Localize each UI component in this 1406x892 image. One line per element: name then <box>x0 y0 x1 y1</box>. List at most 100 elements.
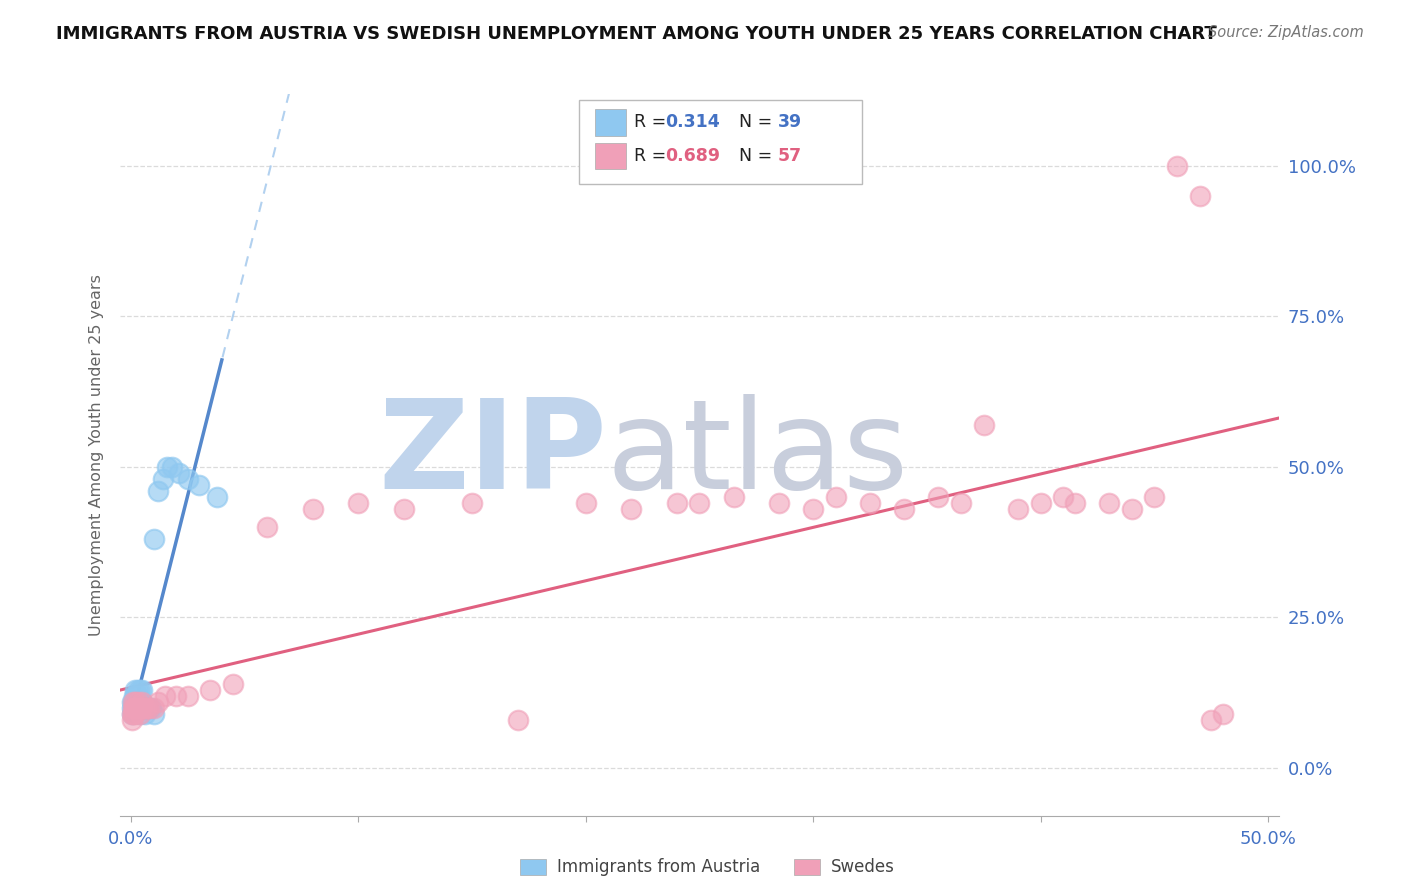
Point <box>124 689 146 703</box>
Point <box>141 701 163 715</box>
Point <box>121 706 143 721</box>
Point <box>689 496 711 510</box>
Point <box>950 496 973 510</box>
Point <box>146 695 169 709</box>
Point <box>927 490 949 504</box>
Point <box>138 701 160 715</box>
Point <box>177 472 200 486</box>
Point <box>121 706 143 721</box>
Point <box>121 701 143 715</box>
Point <box>129 706 152 721</box>
Point <box>122 701 145 715</box>
Point <box>127 695 149 709</box>
Point <box>127 701 149 715</box>
Point <box>1166 159 1188 173</box>
Point <box>127 701 149 715</box>
Point <box>620 502 643 516</box>
Point <box>124 695 146 709</box>
Point <box>1052 490 1074 504</box>
Point <box>121 695 143 709</box>
Point <box>134 706 156 721</box>
Point <box>188 478 211 492</box>
Point <box>127 701 149 715</box>
Point <box>801 502 824 516</box>
Point <box>825 490 848 504</box>
Text: 39: 39 <box>778 113 801 131</box>
Point <box>1007 502 1029 516</box>
Point <box>1143 490 1166 504</box>
Point <box>1029 496 1052 510</box>
Text: ZIP: ZIP <box>378 394 607 516</box>
Point <box>1199 713 1222 727</box>
Point <box>131 701 153 715</box>
Text: Swedes: Swedes <box>831 858 894 876</box>
Point <box>142 701 165 715</box>
Point <box>222 676 245 690</box>
Point <box>1212 706 1234 721</box>
Text: 57: 57 <box>778 147 801 165</box>
Point <box>124 701 146 715</box>
Point <box>1121 502 1143 516</box>
Text: N =: N = <box>728 147 778 165</box>
Text: Immigrants from Austria: Immigrants from Austria <box>557 858 761 876</box>
Point <box>893 502 915 516</box>
Point <box>127 695 149 709</box>
Point <box>131 701 153 715</box>
Point <box>135 701 157 715</box>
Point <box>256 520 278 534</box>
Point <box>506 713 529 727</box>
Point <box>129 706 152 721</box>
Point <box>127 689 149 703</box>
Point <box>973 417 995 432</box>
Point <box>124 682 146 697</box>
Point <box>129 695 152 709</box>
Point <box>124 701 146 715</box>
Text: R =: R = <box>634 147 672 165</box>
Point <box>122 695 145 709</box>
Point <box>723 490 745 504</box>
Text: 0.689: 0.689 <box>665 147 720 165</box>
Point <box>121 713 143 727</box>
Point <box>1188 189 1211 203</box>
Text: R =: R = <box>634 113 672 131</box>
Point <box>129 701 152 715</box>
Point <box>124 701 146 715</box>
Point <box>129 701 152 715</box>
Point <box>142 706 165 721</box>
Point <box>156 460 179 475</box>
Point <box>122 695 145 709</box>
Point <box>160 460 183 475</box>
Point <box>665 496 688 510</box>
Point <box>859 496 882 510</box>
Point <box>127 701 149 715</box>
Point <box>135 701 157 715</box>
Point <box>1063 496 1085 510</box>
Point <box>124 701 146 715</box>
Point <box>200 682 222 697</box>
Point <box>131 682 153 697</box>
Point <box>392 502 415 516</box>
Point <box>124 695 146 709</box>
Point <box>347 496 370 510</box>
Point <box>134 701 156 715</box>
Point <box>122 706 145 721</box>
Point <box>134 701 156 715</box>
Point <box>167 466 190 480</box>
Text: N =: N = <box>728 113 778 131</box>
Point <box>1098 496 1121 510</box>
Point <box>165 689 187 703</box>
Text: IMMIGRANTS FROM AUSTRIA VS SWEDISH UNEMPLOYMENT AMONG YOUTH UNDER 25 YEARS CORRE: IMMIGRANTS FROM AUSTRIA VS SWEDISH UNEMP… <box>56 25 1218 43</box>
Point <box>461 496 484 510</box>
Point <box>153 689 176 703</box>
Point <box>131 695 153 709</box>
Point <box>575 496 598 510</box>
Point <box>122 701 145 715</box>
Point <box>142 532 165 546</box>
Point <box>768 496 790 510</box>
Point <box>122 695 145 709</box>
Text: atlas: atlas <box>607 394 908 516</box>
Text: Source: ZipAtlas.com: Source: ZipAtlas.com <box>1208 25 1364 40</box>
Point <box>177 689 200 703</box>
Point <box>131 695 153 709</box>
Point <box>146 483 169 498</box>
